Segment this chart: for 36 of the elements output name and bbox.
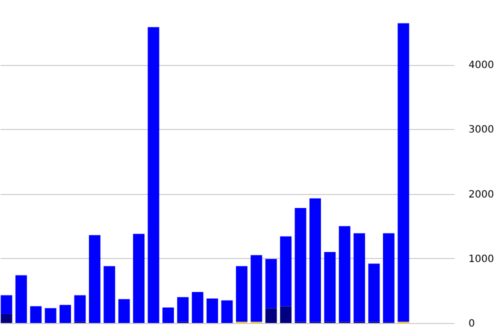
bar [148,27,160,323]
bar [382,233,394,322]
bar [74,295,86,322]
bar [15,275,27,323]
bar [280,306,292,323]
bar [250,255,262,322]
y-tick-label: 3000 [468,124,494,136]
bar [44,308,56,323]
bar [324,252,336,322]
bar [192,292,204,323]
bar [118,299,130,323]
bar [294,208,306,322]
y-tick-label: 1000 [468,254,494,265]
bar [280,236,292,306]
bar [0,295,12,314]
bar [338,226,350,322]
bar [368,264,380,322]
bar [88,235,100,323]
y-tick-label: 4000 [468,60,494,72]
bar [177,297,189,322]
bar [133,234,145,323]
bar [309,198,321,322]
bar [30,306,42,323]
y-tick-label: 2000 [468,189,494,200]
bar [221,300,233,323]
bar [265,259,277,308]
y-tick-label: 0 [468,318,475,330]
bar [265,308,277,323]
bar [354,233,366,322]
bar [0,314,12,323]
bar [104,266,116,323]
bar [162,307,174,323]
bar [206,298,218,323]
bar [60,304,72,323]
bar [398,23,410,322]
bar [236,266,248,322]
